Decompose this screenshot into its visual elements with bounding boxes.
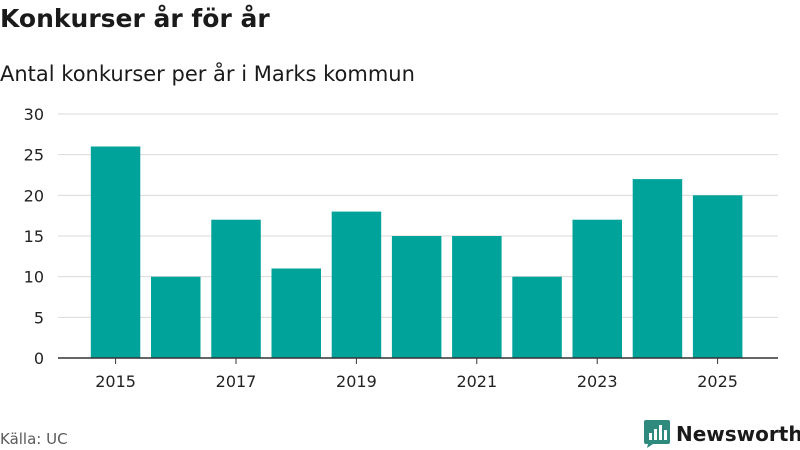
- newsworthy-logo-icon: [644, 420, 670, 448]
- source-note: Källa: UC: [0, 430, 68, 448]
- x-tick-label-2021: 2021: [456, 372, 497, 391]
- bar-2018: [271, 268, 321, 358]
- y-tick-label-25: 25: [24, 146, 44, 165]
- chart-title: Konkurser år för år: [0, 4, 270, 33]
- bars: [90, 146, 743, 358]
- y-tick-label-10: 10: [24, 268, 44, 287]
- bar-2019: [331, 211, 382, 358]
- x-tick-label-2025: 2025: [697, 372, 738, 391]
- bar-2025: [692, 195, 743, 358]
- x-tick-label-2017: 2017: [216, 372, 257, 391]
- x-tick-label-2015: 2015: [95, 372, 136, 391]
- x-tick-label-2019: 2019: [336, 372, 377, 391]
- y-tick-label-15: 15: [24, 227, 44, 246]
- bar-2023: [572, 219, 622, 358]
- y-tick-label-30: 30: [24, 105, 44, 124]
- brand-name: Newsworthy: [676, 422, 800, 446]
- chart-subtitle: Antal konkurser per år i Marks kommun: [0, 62, 415, 86]
- bar-2022: [512, 276, 562, 358]
- bar-2016: [151, 276, 201, 358]
- bar-2024: [632, 179, 683, 358]
- brand-logo: Newsworthy: [644, 420, 800, 448]
- bar-2015: [90, 146, 141, 358]
- y-tick-label-20: 20: [24, 186, 44, 205]
- y-tick-label-5: 5: [34, 308, 44, 327]
- y-tick-label-0: 0: [34, 349, 44, 368]
- x-tick-label-2023: 2023: [577, 372, 618, 391]
- bar-2017: [211, 219, 261, 358]
- bar-2021: [452, 236, 502, 358]
- bar-2020: [391, 236, 442, 358]
